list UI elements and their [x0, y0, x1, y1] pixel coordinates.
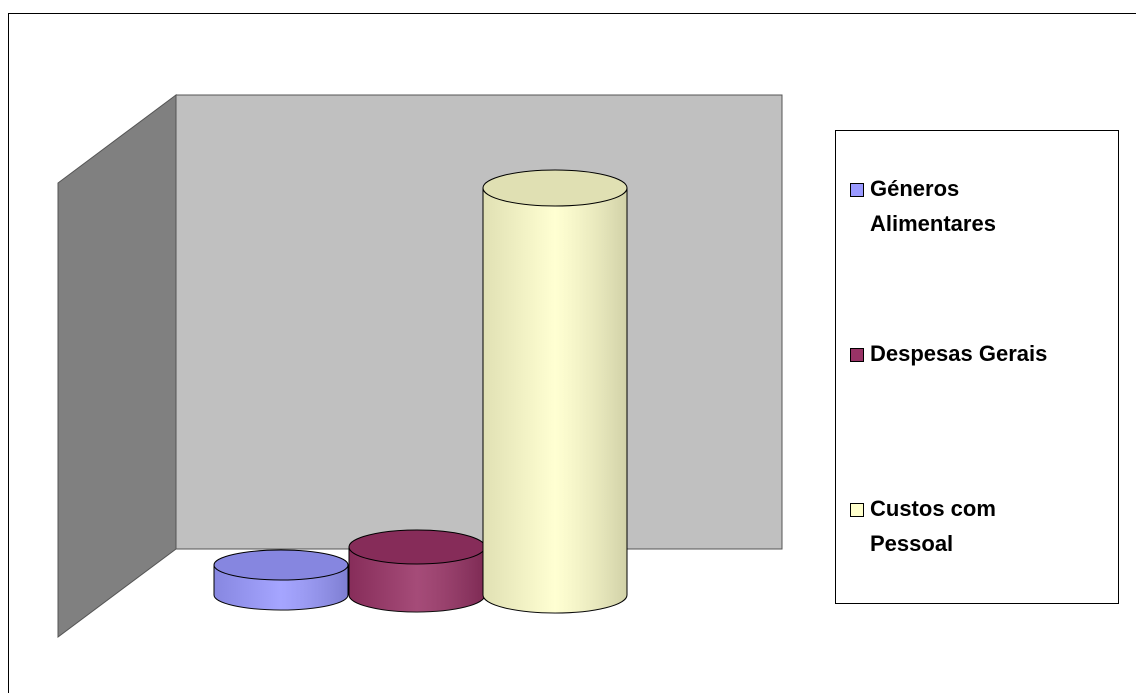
back-wall	[175, 94, 783, 550]
legend-label: Despesas Gerais	[870, 341, 1048, 366]
side-wall	[57, 94, 177, 638]
legend-swatch	[850, 183, 864, 197]
cylinder-top	[482, 169, 628, 207]
cylinder-top-shade	[349, 530, 485, 564]
cylinder-shade	[483, 188, 627, 613]
cylinder-top-shade	[214, 550, 348, 580]
legend-label: Géneros Alimentares	[870, 176, 996, 236]
legend-swatch	[850, 503, 864, 517]
cylinder-shade	[349, 547, 485, 612]
cylinder-top	[213, 549, 349, 581]
legend-swatch	[850, 348, 864, 362]
legend: Géneros Alimentares Despesas Gerais Custos…	[835, 130, 1119, 604]
legend-entry: Custos com Pessoal	[850, 496, 1110, 561]
legend-entry: Géneros Alimentares	[850, 176, 1110, 241]
legend-label: Custos com Pessoal	[870, 496, 996, 556]
legend-entry: Despesas Gerais	[850, 341, 1110, 371]
chart-frame	[8, 13, 1136, 693]
cylinder-top-shade	[483, 170, 627, 206]
